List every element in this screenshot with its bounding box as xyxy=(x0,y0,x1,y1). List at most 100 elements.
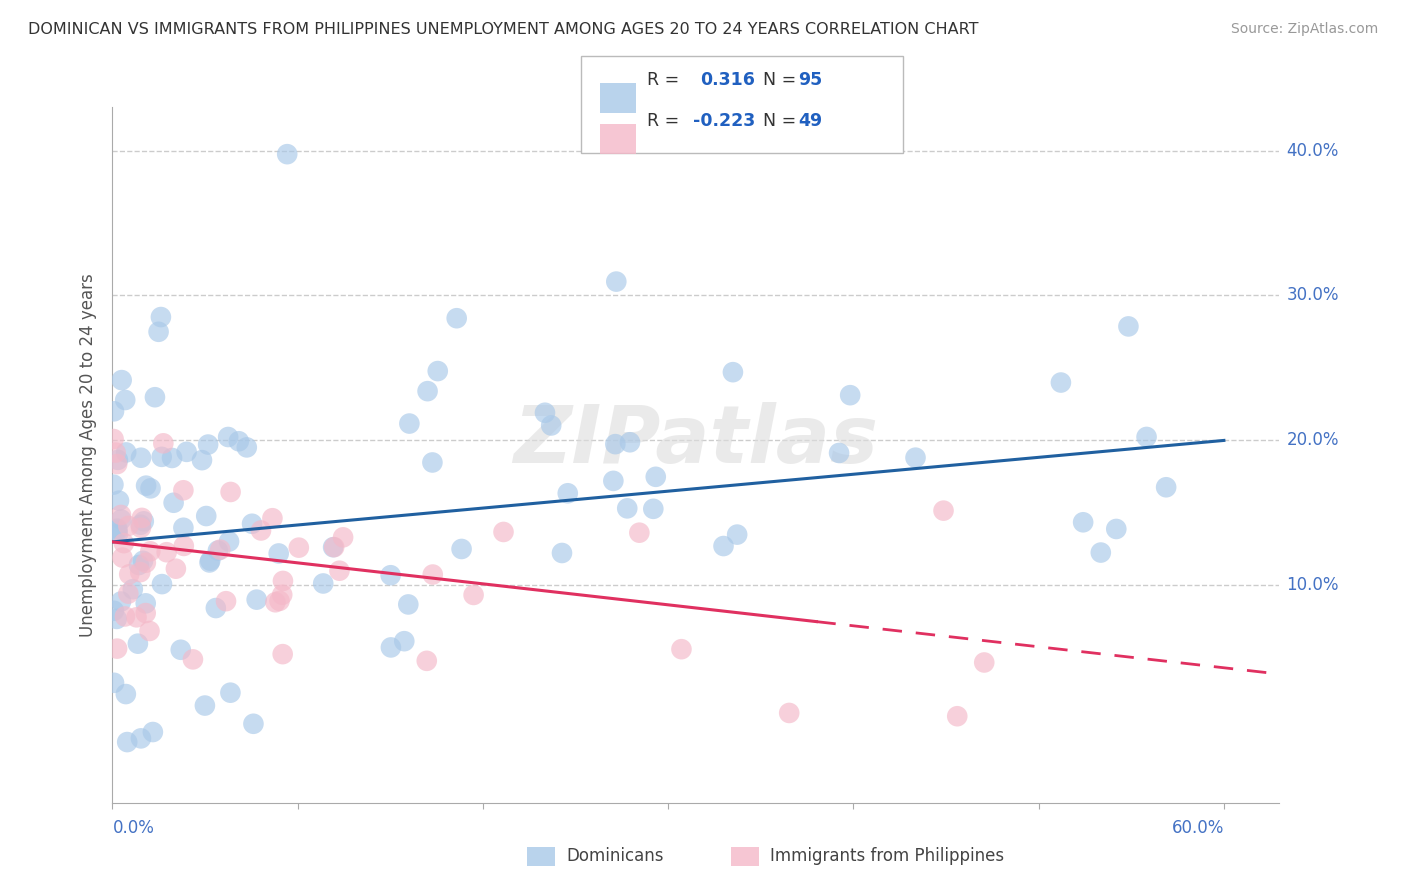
Point xyxy=(172,521,194,535)
Text: Source: ZipAtlas.com: Source: ZipAtlas.com xyxy=(1230,22,1378,37)
Point xyxy=(173,539,195,553)
Point xyxy=(114,392,136,407)
Point xyxy=(394,634,416,648)
Point xyxy=(264,595,287,609)
Point xyxy=(194,698,217,713)
Point xyxy=(1135,430,1157,444)
Point xyxy=(671,642,693,657)
Point xyxy=(125,610,148,624)
Point xyxy=(105,457,128,471)
Point xyxy=(135,606,157,620)
Point xyxy=(152,436,174,450)
Point xyxy=(242,716,264,731)
Point xyxy=(121,582,143,597)
Point xyxy=(129,731,152,746)
Point xyxy=(1071,516,1094,530)
Point xyxy=(143,390,166,404)
Text: N =: N = xyxy=(752,112,801,129)
Point xyxy=(114,609,136,624)
Point xyxy=(328,564,350,578)
Point xyxy=(105,612,128,626)
Point xyxy=(398,417,420,431)
Point xyxy=(217,430,239,444)
Point xyxy=(115,735,138,749)
Point xyxy=(602,474,624,488)
Point xyxy=(105,524,128,538)
Text: R =: R = xyxy=(647,112,685,129)
Point xyxy=(276,147,298,161)
Text: ZIPatlas: ZIPatlas xyxy=(513,402,879,480)
Point xyxy=(150,450,173,464)
Point xyxy=(108,493,131,508)
Point xyxy=(271,588,294,602)
Text: 60.0%: 60.0% xyxy=(1171,819,1223,837)
Point xyxy=(156,545,179,559)
Text: N =: N = xyxy=(752,71,801,89)
Point xyxy=(111,373,134,387)
Point xyxy=(107,527,129,541)
Point xyxy=(104,445,127,459)
Text: 95: 95 xyxy=(799,71,823,89)
Point xyxy=(103,404,125,418)
Point xyxy=(312,576,335,591)
Point xyxy=(380,640,402,655)
Point xyxy=(332,530,354,544)
Point xyxy=(219,485,242,500)
Point xyxy=(135,556,157,570)
Point xyxy=(162,496,184,510)
Point xyxy=(551,546,574,560)
Point xyxy=(105,641,128,656)
Point xyxy=(619,435,641,450)
Point xyxy=(267,546,290,560)
Point xyxy=(150,577,173,591)
Point xyxy=(207,543,229,558)
Point xyxy=(426,364,449,378)
Point xyxy=(200,554,222,568)
Point xyxy=(269,594,291,608)
Point xyxy=(250,524,273,538)
Point xyxy=(323,540,346,554)
Point xyxy=(176,445,198,459)
Point xyxy=(540,418,562,433)
Point xyxy=(1105,522,1128,536)
Point xyxy=(139,544,162,558)
Point xyxy=(904,450,927,465)
Point xyxy=(973,656,995,670)
Point xyxy=(1154,480,1177,494)
Point xyxy=(271,647,294,661)
Point xyxy=(557,486,579,500)
Text: 30.0%: 30.0% xyxy=(1286,286,1339,304)
Point xyxy=(129,521,152,535)
Point xyxy=(288,541,311,555)
Text: 10.0%: 10.0% xyxy=(1286,576,1339,594)
Point xyxy=(110,508,132,522)
Point xyxy=(170,642,193,657)
Point xyxy=(160,450,183,465)
Point xyxy=(181,652,204,666)
Point xyxy=(605,275,627,289)
Point xyxy=(118,567,141,582)
Point xyxy=(211,822,233,836)
Point xyxy=(380,568,402,582)
Text: DOMINICAN VS IMMIGRANTS FROM PHILIPPINES UNEMPLOYMENT AMONG AGES 20 TO 24 YEARS : DOMINICAN VS IMMIGRANTS FROM PHILIPPINES… xyxy=(28,22,979,37)
Point xyxy=(396,598,419,612)
Point xyxy=(103,675,125,690)
Point xyxy=(117,519,139,533)
Point xyxy=(246,592,269,607)
Point xyxy=(117,586,139,600)
Point xyxy=(446,311,468,326)
Point xyxy=(450,541,472,556)
Text: 0.0%: 0.0% xyxy=(112,819,155,837)
Point xyxy=(236,441,259,455)
Point xyxy=(422,455,444,469)
Point xyxy=(128,558,150,572)
Text: -0.223: -0.223 xyxy=(693,112,755,129)
Point xyxy=(132,554,155,568)
Point xyxy=(219,686,242,700)
Point xyxy=(416,654,439,668)
Text: 0.316: 0.316 xyxy=(700,71,755,89)
Point xyxy=(172,483,194,498)
Point xyxy=(628,525,651,540)
Point xyxy=(271,574,294,588)
Point xyxy=(262,511,284,525)
